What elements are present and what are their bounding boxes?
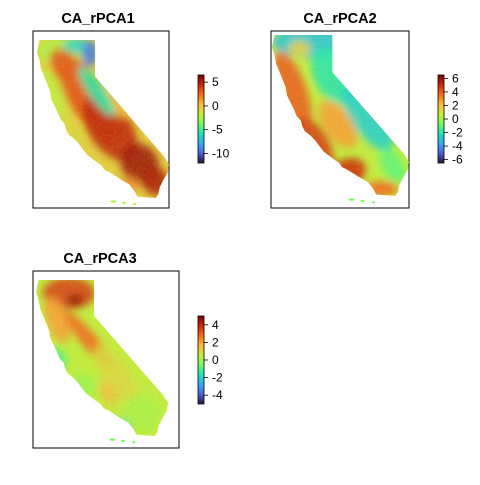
panel-title: CA_rPCA2: [303, 11, 376, 27]
legend-colorbar: [197, 74, 205, 164]
legend-tick-label: 4: [212, 318, 219, 332]
legend-tick-label: 0: [452, 112, 459, 126]
legend-tick-label: 0: [212, 353, 219, 367]
legend-tick-label: 4: [452, 85, 459, 99]
island: [133, 203, 137, 206]
island: [132, 441, 136, 444]
legend-tick-label: -2: [452, 126, 463, 140]
color-legend: 4 2 0 -2 -4: [197, 315, 223, 405]
map-frame: [32, 270, 180, 449]
map-frame: [270, 30, 410, 209]
island: [348, 198, 355, 201]
legend-colorbar: [437, 74, 445, 164]
legend-tick-label: 0: [212, 99, 219, 113]
legend-tick-label: -6: [452, 153, 463, 167]
island: [360, 199, 365, 202]
legend-tick-label: 2: [212, 335, 219, 349]
legend-tick-label: 2: [452, 98, 459, 112]
legend-colorbar: [197, 315, 205, 405]
panel-title: CA_rPCA3: [63, 251, 136, 267]
color-legend: 5 0 -5 -10: [197, 74, 230, 164]
map-frame: [32, 30, 170, 209]
panel-title: CA_rPCA1: [61, 11, 134, 27]
raster-layer: [272, 35, 409, 196]
california-raster-map: [37, 40, 169, 206]
island: [109, 438, 116, 441]
panel-ca-rpca3: CA_rPCA3 4 2 0 -2 -4: [32, 251, 223, 449]
island: [122, 201, 127, 204]
panel-ca-rpca1: CA_rPCA1 5 0 -5 -10: [32, 11, 230, 209]
legend-tick-label: -2: [212, 371, 223, 385]
california-raster-map: [272, 35, 409, 204]
legend-tick-label: -5: [212, 123, 223, 137]
legend-tick-label: 6: [452, 71, 459, 85]
legend-tick-label: -4: [452, 139, 463, 153]
raster-layer: [36, 280, 168, 436]
island: [110, 200, 117, 203]
legend-tick-label: -4: [212, 388, 223, 402]
raster-layer: [37, 40, 169, 198]
legend-tick-label: -10: [212, 146, 230, 160]
island: [121, 439, 126, 442]
legend-tick-label: 5: [212, 75, 219, 89]
california-raster-map: [36, 280, 168, 444]
island: [371, 201, 375, 204]
